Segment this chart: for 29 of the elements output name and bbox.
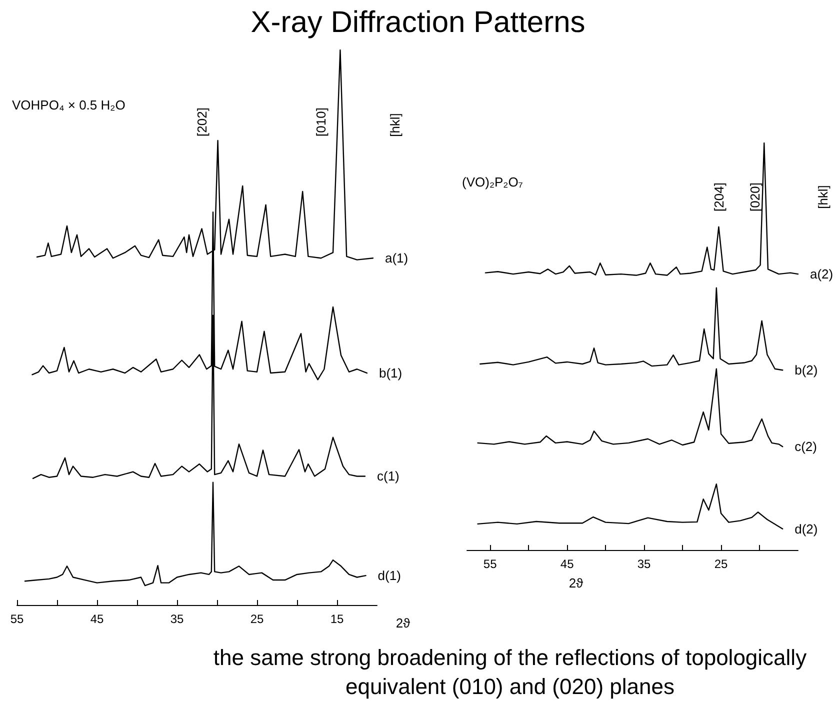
text: the same strong broadening of the reflections of topologically equivalent (010) and (020) planes [212, 644, 808, 701]
annotation: [020] [748, 182, 762, 212]
series-label: b(2) [794, 362, 818, 378]
x-tick-label: 55 [483, 557, 498, 571]
series-label: d(2) [794, 521, 818, 536]
x-tick-label: 35 [637, 557, 652, 571]
annotation: (VO)₂P₂O₇ [462, 174, 524, 190]
annotation: [202] [194, 108, 210, 136]
series-label: d(1) [378, 568, 401, 584]
x-axis-title: 2ϑ [568, 576, 584, 590]
x-tick-label: 45 [90, 612, 104, 626]
x-axis-title: 2ϑ [396, 616, 412, 630]
x-tick-label: 45 [560, 557, 574, 571]
text: [hkl] [816, 185, 830, 209]
x-tick-label: 25 [714, 557, 728, 571]
x-tick-label: 25 [250, 612, 264, 626]
text: [hkl] [388, 113, 402, 137]
series-label: a(1) [385, 250, 408, 266]
x-tick-label: 55 [10, 612, 24, 626]
series-label: b(1) [379, 366, 402, 381]
x-tick-label: 15 [330, 612, 344, 626]
annotation: VOHPO₄ × 0.5 H₂O [12, 98, 126, 112]
chart-title: X-ray Diffraction Patterns [250, 6, 586, 40]
annotation: [204] [712, 182, 726, 212]
annotation: [010] [314, 108, 328, 136]
x-tick-label: 35 [170, 612, 184, 626]
series-label: c(1) [377, 468, 400, 484]
series-label: c(2) [794, 439, 817, 454]
series-label: a(2) [810, 266, 834, 282]
